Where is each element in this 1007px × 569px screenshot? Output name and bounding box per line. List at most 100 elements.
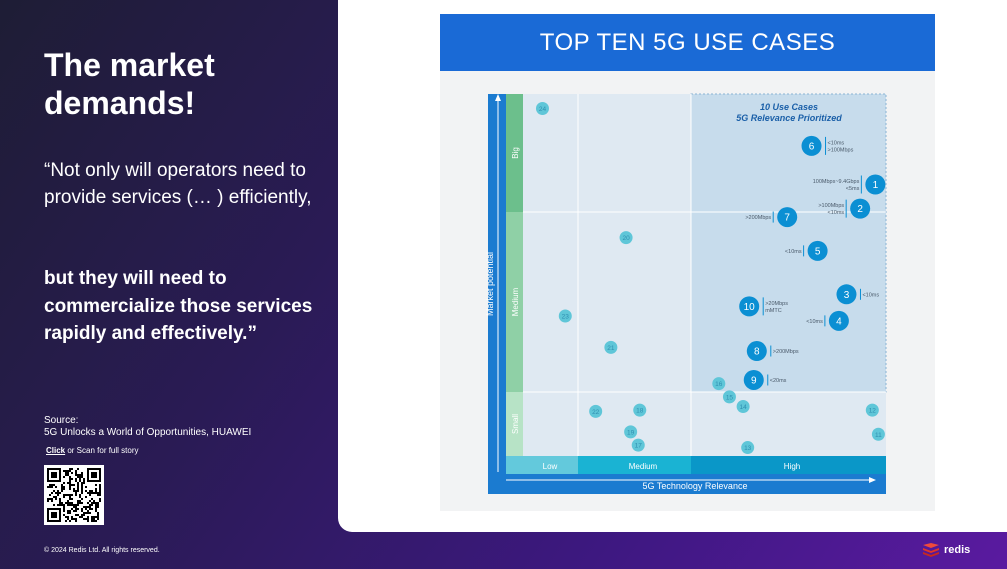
use-case-point-16 <box>712 377 726 391</box>
annotation-text-2-1: <10ms <box>827 210 844 216</box>
use-case-point-24 <box>535 101 549 115</box>
top-use-case-label-8: 8 <box>754 347 760 358</box>
use-case-label-19: 19 <box>627 429 635 436</box>
annotation-text-10-1: mMTC <box>765 308 782 314</box>
x-axis-label: 5G Technology Relevance <box>643 481 748 491</box>
use-case-point-22 <box>589 404 603 418</box>
y-band-big <box>506 94 523 212</box>
use-case-point-21 <box>604 340 618 354</box>
annotation-text-5-0: <10ms <box>785 249 802 255</box>
qr-code-icon <box>47 468 101 522</box>
x-level-medium: Medium <box>629 462 658 471</box>
x-band-low <box>506 456 578 474</box>
source-text: 5G Unlocks a World of Opportunities, HUA… <box>44 427 252 438</box>
top-use-case-label-5: 5 <box>815 246 821 257</box>
top-use-case-point-6 <box>801 135 822 156</box>
annotation-text-4-0: <10ms <box>806 319 823 325</box>
annotation-text-7-0: >200Mbps <box>745 215 771 221</box>
use-case-label-21: 21 <box>607 345 615 352</box>
cta-text: or Scan for full story <box>65 446 139 455</box>
top-use-case-label-10: 10 <box>744 302 756 313</box>
use-case-point-14 <box>736 400 750 414</box>
use-case-label-18: 18 <box>636 408 644 415</box>
annotation-text-9-0: <20ms <box>770 378 787 384</box>
x-band-high <box>691 456 886 474</box>
use-case-label-11: 11 <box>875 432 882 439</box>
quote-part-2: but they will need to commercialize thos… <box>44 268 313 344</box>
annotation-text-1-0: 100Mbps~9.4Gbps <box>813 179 860 185</box>
use-case-point-12 <box>865 403 879 417</box>
use-case-label-24: 24 <box>539 106 547 113</box>
y-axis-label: Market potential <box>485 252 495 316</box>
use-case-point-17 <box>631 438 645 452</box>
use-case-point-23 <box>558 309 572 323</box>
use-case-label-14: 14 <box>740 404 748 411</box>
headline: The market demands! <box>44 47 215 121</box>
top-use-case-label-1: 1 <box>873 180 879 191</box>
quote-part-1: “Not only will operators need to provide… <box>44 160 312 208</box>
y-level-big: Big <box>511 147 520 159</box>
annotation-text-10-0: >20Mbps <box>765 301 788 307</box>
top-use-case-point-3 <box>836 284 857 305</box>
top-use-case-label-4: 4 <box>836 316 842 327</box>
left-panel: The market demands! “Not only will opera… <box>0 0 338 532</box>
annotation-text-3-0: <10ms <box>862 292 879 298</box>
use-case-label-23: 23 <box>562 314 570 321</box>
annotation-text-8-0: >200Mbps <box>773 349 799 355</box>
brand-name: redis <box>944 544 971 556</box>
use-case-label-22: 22 <box>592 409 600 416</box>
y-band-small <box>506 392 523 456</box>
top-use-case-point-5 <box>807 240 828 261</box>
annotation-text-6-0: <10ms <box>828 140 845 146</box>
use-case-label-15: 15 <box>726 394 734 401</box>
use-case-label-20: 20 <box>622 235 630 242</box>
use-case-label-17: 17 <box>635 443 643 450</box>
x-axis-arrowhead <box>869 477 876 483</box>
annotation-text-1-1: <5ms <box>846 186 860 192</box>
use-case-point-11 <box>871 427 885 441</box>
use-case-point-13 <box>741 441 755 455</box>
figure-panel: TOP TEN 5G USE CASES Market potential 5G… <box>440 14 935 511</box>
annotation-text-2-0: >100Mbps <box>818 203 844 209</box>
redis-logo-icon <box>923 543 939 557</box>
use-case-label-12: 12 <box>869 408 877 415</box>
click-link[interactable]: Click <box>46 446 66 455</box>
use-case-chart: Market potential 5G Technology Relevance… <box>485 93 887 494</box>
y-axis-arrowhead <box>495 94 501 101</box>
source-block: Source: 5G Unlocks a World of Opportunit… <box>44 415 251 439</box>
top-use-case-point-10 <box>739 296 760 317</box>
copyright: © 2024 Redis Ltd. All rights reserved. <box>44 547 160 554</box>
y-level-medium: Medium <box>511 287 520 316</box>
top-use-case-point-2 <box>850 198 871 219</box>
use-case-point-18 <box>633 403 647 417</box>
top-use-case-label-6: 6 <box>809 141 815 152</box>
top-use-case-point-1 <box>865 174 886 195</box>
cta-line: Click or Scan for full story <box>46 446 138 455</box>
top-use-case-label-9: 9 <box>751 375 757 386</box>
qr-code[interactable] <box>44 465 104 525</box>
top-use-case-label-7: 7 <box>784 213 790 224</box>
y-band-medium <box>506 212 523 392</box>
use-case-label-13: 13 <box>744 445 752 452</box>
prioritized-box <box>690 93 887 393</box>
x-band-medium <box>578 456 691 474</box>
y-level-small: Small <box>511 414 520 434</box>
brand: redis <box>922 543 970 557</box>
source-label: Source: <box>44 415 79 426</box>
top-use-case-point-4 <box>828 310 849 331</box>
top-use-case-point-9 <box>743 369 764 390</box>
annotation-text-6-1: >100Mbps <box>828 147 854 153</box>
top-use-case-point-7 <box>777 207 798 228</box>
chart-marks: 11121314151617181920212223241100Mbps~9.4… <box>535 101 886 455</box>
figure-title: TOP TEN 5G USE CASES <box>440 14 935 71</box>
box-title-2: 5G Relevance Prioritized <box>736 113 842 123</box>
top-use-case-label-2: 2 <box>857 204 863 215</box>
use-case-point-15 <box>722 390 736 404</box>
use-case-label-16: 16 <box>715 381 723 388</box>
x-level-high: High <box>784 462 800 471</box>
top-use-case-point-8 <box>746 341 767 362</box>
box-title-1: 10 Use Cases <box>760 102 818 112</box>
use-case-point-20 <box>619 231 633 245</box>
top-use-case-label-3: 3 <box>844 290 850 301</box>
use-case-point-19 <box>624 425 638 439</box>
